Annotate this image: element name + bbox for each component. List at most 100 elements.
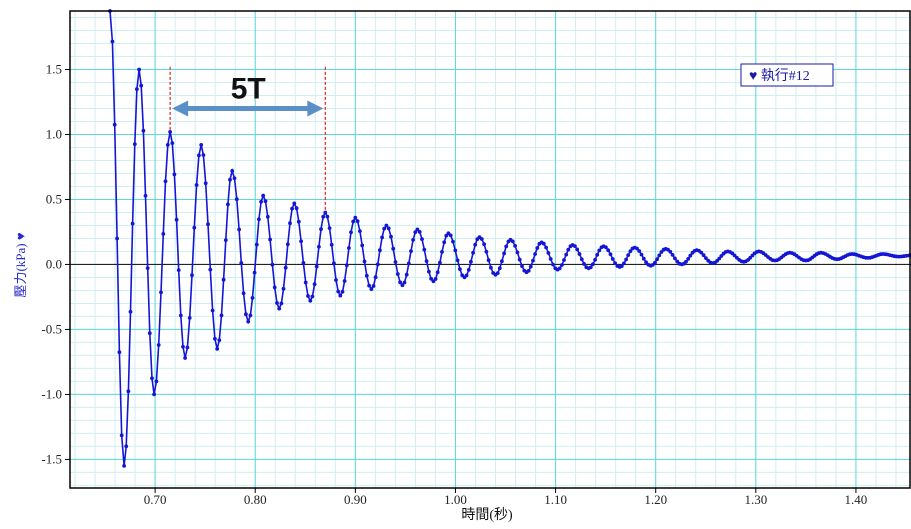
x-tick-label: 1.00 [444,492,467,507]
data-point [197,153,201,158]
data-point [355,219,360,224]
data-point [312,282,317,287]
data-point [281,286,286,291]
data-point [686,257,691,261]
data-point [275,301,279,305]
x-axis-ticks: 0.70 0.80 0.90 1.00 1.10 1.20 1.30 1.40 [144,488,867,507]
data-point [299,239,303,244]
data-point [241,291,246,296]
data-point [422,247,427,252]
period-annotation-label: 5T [231,72,266,105]
data-point [497,266,502,271]
data-point [150,376,154,381]
data-point [128,309,133,314]
data-point [265,214,270,219]
data-point [308,298,313,303]
data-point [190,273,194,278]
data-point [433,277,438,281]
data-point [520,264,524,268]
data-point [294,206,299,211]
data-point [192,225,197,230]
data-point [400,283,405,288]
data-point [577,252,582,256]
data-point [406,261,411,266]
data-point [562,258,566,262]
data-point [119,433,124,438]
y-tick-label: 0.0 [46,256,62,271]
data-point [163,179,168,184]
data-point [591,262,595,267]
data-point [402,280,407,285]
data-point [606,248,611,253]
period-arrow-right-head [307,100,324,117]
data-point [360,243,365,248]
data-point [639,252,644,257]
data-point [448,233,453,238]
data-point [165,143,170,147]
data-point [604,245,608,250]
data-point [263,199,268,204]
data-point [239,261,244,265]
data-point [199,143,204,147]
data-point [159,290,163,295]
data-point [517,257,522,262]
data-point [132,142,137,147]
data-point [389,234,393,239]
data-point [417,230,422,234]
data-point [393,260,398,264]
data-point [484,249,489,254]
data-point [635,246,639,251]
data-point [351,219,356,224]
legend[interactable]: ♥ 執行#12 [740,63,834,87]
data-point [340,289,345,294]
data-point [306,294,310,298]
data-point [395,272,400,276]
data-point [329,242,334,247]
series-group [108,9,911,468]
data-point [453,248,458,253]
data-point [178,313,183,318]
legend-box [740,63,834,87]
major-grid [70,11,911,488]
data-point [504,244,509,249]
annotation-group: 5T [169,66,326,213]
data-point [653,260,657,265]
y-axis-heart-icon: ♥ [13,232,28,240]
data-point [622,261,626,266]
data-point [544,245,548,250]
x-tick-label: 0.90 [344,492,367,507]
data-point [170,141,175,146]
data-point [411,238,415,242]
data-point [557,266,562,271]
data-point [573,244,577,249]
data-point [210,308,215,313]
data-point [342,279,347,283]
data-point [688,253,693,258]
x-tick-label: 0.70 [144,492,167,507]
data-point [471,250,475,255]
data-point [373,275,378,280]
data-point [510,239,515,244]
data-point [413,230,418,235]
data-point [673,256,677,261]
data-point [415,227,420,232]
data-point [117,350,122,355]
data-point [613,261,617,265]
y-tick-label: -1.5 [41,451,62,466]
data-point [479,237,484,241]
data-point [533,252,537,256]
data-point [303,280,308,285]
data-point [382,226,387,231]
data-point [268,237,272,242]
data-point [325,214,330,219]
data-point [181,344,185,349]
data-point [464,273,469,278]
data-point [230,169,235,173]
data-point [126,389,131,394]
data-point [201,153,206,157]
data-point [597,248,602,253]
data-point [362,259,367,264]
data-point [595,252,600,257]
